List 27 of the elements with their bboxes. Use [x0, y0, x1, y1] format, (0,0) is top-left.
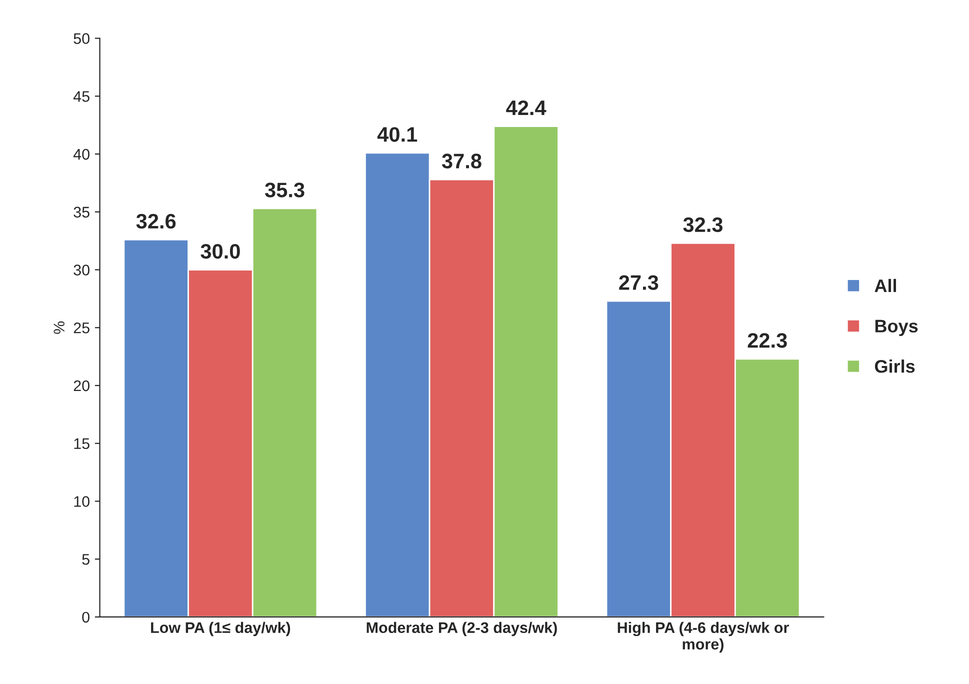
y-tick-label: 40 — [73, 148, 90, 160]
y-tick-label: 5 — [82, 554, 90, 565]
data-label: 30.0 — [200, 244, 240, 259]
x-tick-label: Moderate PA (2-3 days/wk) — [366, 622, 557, 636]
legend-label: Boys — [875, 320, 918, 336]
y-tick-label: 10 — [74, 496, 90, 507]
legend-label: Girls — [874, 360, 915, 373]
data-label: 35.3 — [264, 182, 304, 198]
legend-label: All — [874, 278, 896, 292]
y-tick-label: 45 — [73, 91, 90, 102]
data-label: 37.8 — [442, 154, 482, 168]
y-axis-title: % — [54, 321, 64, 334]
data-label: 32.6 — [136, 214, 176, 229]
y-tick-label: 50 — [74, 33, 90, 44]
y-tick-label: 20 — [74, 380, 90, 392]
data-label: 32.3 — [683, 217, 723, 232]
y-tick-label: 35 — [74, 206, 90, 218]
x-tick-label: High PA (4-6 days/wk or more) — [618, 622, 789, 653]
data-label: 27.3 — [619, 275, 658, 290]
x-tick-label: Low PA (1≤ day/wk) — [151, 622, 290, 636]
y-tick-label: 15 — [74, 438, 90, 450]
data-label: 22.3 — [748, 333, 787, 348]
data-label: 42.4 — [506, 100, 546, 115]
y-tick-label: 0 — [82, 612, 90, 623]
y-tick-label: 30 — [74, 264, 90, 276]
data-label: 40.1 — [377, 127, 418, 142]
y-tick-label: 25 — [74, 322, 90, 334]
